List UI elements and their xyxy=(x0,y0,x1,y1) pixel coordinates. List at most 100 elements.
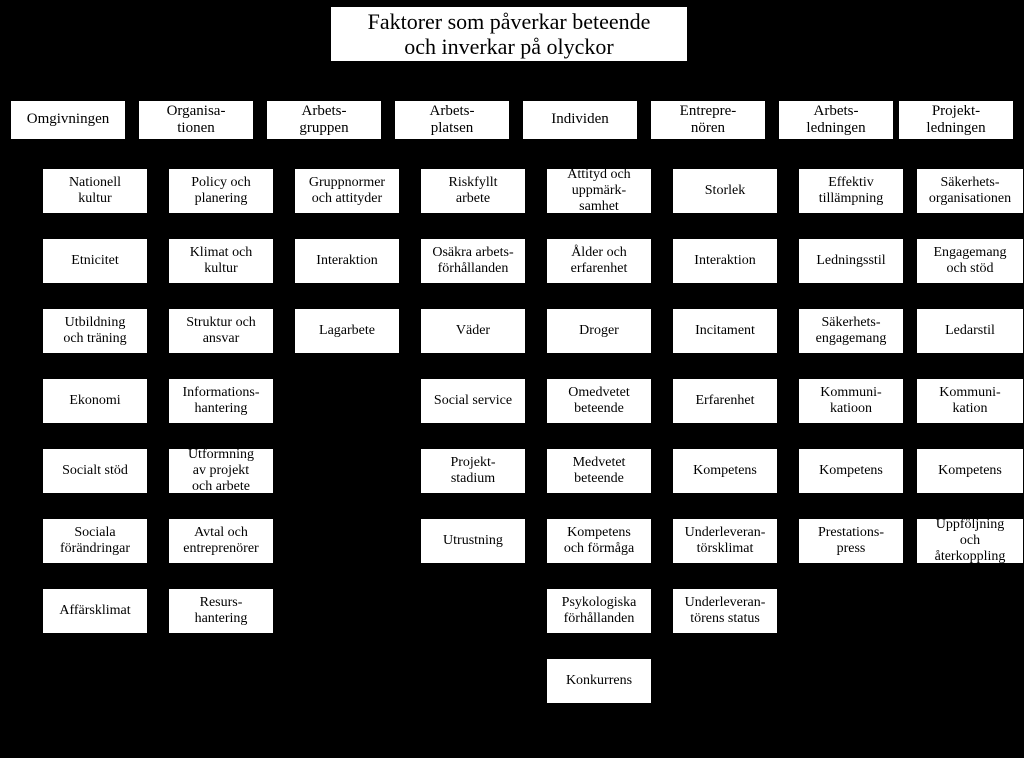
cell-entreprenoren-6: Underleveran-törens status xyxy=(672,588,778,634)
cell-projektledningen-2: Ledarstil xyxy=(916,308,1024,354)
cell-organisationen-2: Struktur ochansvar xyxy=(168,308,274,354)
column-header-arbetsgruppen: Arbets-gruppen xyxy=(266,100,382,140)
cell-omgivningen-6: Affärsklimat xyxy=(42,588,148,634)
cell-organisationen-6-label: Resurs-hantering xyxy=(195,595,248,627)
cell-omgivningen-2: Utbildningoch träning xyxy=(42,308,148,354)
cell-arbetsplatsen-4-label: Projekt-stadium xyxy=(450,455,495,487)
cell-entreprenoren-1-label: Interaktion xyxy=(694,253,755,269)
cell-arbetsplatsen-1: Osäkra arbets-förhållanden xyxy=(420,238,526,284)
cell-organisationen-6: Resurs-hantering xyxy=(168,588,274,634)
cell-arbetsledningen-5-label: Prestations-press xyxy=(818,525,884,557)
title-box: Faktorer som påverkar beteendeoch inverk… xyxy=(330,6,688,62)
cell-individen-4: Medvetetbeteende xyxy=(546,448,652,494)
cell-entreprenoren-6-label: Underleveran-törens status xyxy=(685,595,766,627)
cell-arbetsplatsen-3-label: Social service xyxy=(434,393,512,409)
cell-omgivningen-1-label: Etnicitet xyxy=(71,253,118,269)
cell-individen-2-label: Droger xyxy=(579,323,619,339)
cell-organisationen-3-label: Informations-hantering xyxy=(183,385,260,417)
cell-entreprenoren-0: Storlek xyxy=(672,168,778,214)
cell-arbetsgruppen-0-label: Gruppnormeroch attityder xyxy=(309,175,385,207)
cell-arbetsgruppen-2-label: Lagarbete xyxy=(319,323,375,339)
cell-entreprenoren-2-label: Incitament xyxy=(695,323,755,339)
title-box-label: Faktorer som påverkar beteendeoch inverk… xyxy=(368,9,651,60)
cell-arbetsplatsen-2-label: Väder xyxy=(456,323,490,339)
cell-arbetsledningen-1: Ledningsstil xyxy=(798,238,904,284)
cell-individen-0-label: Attityd ochuppmärk-samhet xyxy=(567,167,630,215)
cell-arbetsplatsen-5: Utrustning xyxy=(420,518,526,564)
cell-individen-7-label: Konkurrens xyxy=(566,673,632,689)
cell-arbetsledningen-3: Kommuni-katioon xyxy=(798,378,904,424)
cell-organisationen-5-label: Avtal ochentreprenörer xyxy=(183,525,258,557)
cell-projektledningen-4: Kompetens xyxy=(916,448,1024,494)
cell-individen-3-label: Omedvetetbeteende xyxy=(568,385,629,417)
cell-individen-5-label: Kompetensoch förmåga xyxy=(564,525,634,557)
cell-omgivningen-3-label: Ekonomi xyxy=(69,393,120,409)
cell-entreprenoren-4-label: Kompetens xyxy=(693,463,757,479)
cell-arbetsgruppen-1-label: Interaktion xyxy=(316,253,377,269)
diagram-canvas: Faktorer som påverkar beteendeoch inverk… xyxy=(0,0,1024,758)
column-header-entreprenoren-label: Entrepre-nören xyxy=(680,103,737,138)
cell-entreprenoren-5: Underleveran-törsklimat xyxy=(672,518,778,564)
column-header-organisationen: Organisa-tionen xyxy=(138,100,254,140)
cell-projektledningen-0: Säkerhets-organisationen xyxy=(916,168,1024,214)
cell-entreprenoren-3: Erfarenhet xyxy=(672,378,778,424)
cell-arbetsplatsen-0-label: Riskfylltarbete xyxy=(448,175,497,207)
column-header-organisationen-label: Organisa-tionen xyxy=(167,103,226,138)
cell-arbetsledningen-2-label: Säkerhets-engagemang xyxy=(816,315,887,347)
column-header-arbetsledningen: Arbets-ledningen xyxy=(778,100,894,140)
cell-omgivningen-2-label: Utbildningoch träning xyxy=(63,315,126,347)
cell-projektledningen-5-label: Uppföljningochåterkoppling xyxy=(935,517,1006,565)
cell-arbetsledningen-5: Prestations-press xyxy=(798,518,904,564)
column-header-arbetsplatsen: Arbets-platsen xyxy=(394,100,510,140)
cell-individen-2: Droger xyxy=(546,308,652,354)
cell-omgivningen-6-label: Affärsklimat xyxy=(59,603,130,619)
column-header-omgivningen: Omgivningen xyxy=(10,100,126,140)
column-header-omgivningen-label: Omgivningen xyxy=(27,111,110,128)
column-header-individen-label: Individen xyxy=(551,111,609,128)
cell-entreprenoren-0-label: Storlek xyxy=(705,183,745,199)
cell-projektledningen-1-label: Engagemangoch stöd xyxy=(933,245,1006,277)
cell-organisationen-4-label: Utformningav projektoch arbete xyxy=(188,447,254,495)
cell-omgivningen-5: Socialaförändringar xyxy=(42,518,148,564)
cell-projektledningen-2-label: Ledarstil xyxy=(945,323,995,339)
cell-omgivningen-0: Nationellkultur xyxy=(42,168,148,214)
cell-projektledningen-1: Engagemangoch stöd xyxy=(916,238,1024,284)
column-header-individen: Individen xyxy=(522,100,638,140)
column-header-projektledningen-label: Projekt-ledningen xyxy=(926,103,985,138)
cell-entreprenoren-1: Interaktion xyxy=(672,238,778,284)
cell-individen-3: Omedvetetbeteende xyxy=(546,378,652,424)
cell-individen-1-label: Ålder ocherfarenhet xyxy=(571,245,628,277)
cell-arbetsplatsen-0: Riskfylltarbete xyxy=(420,168,526,214)
cell-organisationen-3: Informations-hantering xyxy=(168,378,274,424)
column-header-arbetsledningen-label: Arbets-ledningen xyxy=(806,103,865,138)
cell-arbetsledningen-2: Säkerhets-engagemang xyxy=(798,308,904,354)
cell-organisationen-5: Avtal ochentreprenörer xyxy=(168,518,274,564)
cell-organisationen-0: Policy ochplanering xyxy=(168,168,274,214)
cell-individen-5: Kompetensoch förmåga xyxy=(546,518,652,564)
cell-omgivningen-5-label: Socialaförändringar xyxy=(60,525,130,557)
cell-arbetsplatsen-5-label: Utrustning xyxy=(443,533,503,549)
cell-omgivningen-4-label: Socialt stöd xyxy=(62,463,128,479)
cell-arbetsledningen-4: Kompetens xyxy=(798,448,904,494)
column-header-entreprenoren: Entrepre-nören xyxy=(650,100,766,140)
cell-projektledningen-3-label: Kommuni-kation xyxy=(939,385,1000,417)
cell-entreprenoren-4: Kompetens xyxy=(672,448,778,494)
cell-projektledningen-3: Kommuni-kation xyxy=(916,378,1024,424)
cell-omgivningen-4: Socialt stöd xyxy=(42,448,148,494)
cell-individen-6-label: Psykologiskaförhållanden xyxy=(562,595,637,627)
cell-arbetsplatsen-3: Social service xyxy=(420,378,526,424)
cell-individen-7: Konkurrens xyxy=(546,658,652,704)
cell-individen-0: Attityd ochuppmärk-samhet xyxy=(546,168,652,214)
cell-arbetsgruppen-0: Gruppnormeroch attityder xyxy=(294,168,400,214)
cell-omgivningen-1: Etnicitet xyxy=(42,238,148,284)
column-header-projektledningen: Projekt-ledningen xyxy=(898,100,1014,140)
cell-arbetsledningen-3-label: Kommuni-katioon xyxy=(820,385,881,417)
cell-projektledningen-4-label: Kompetens xyxy=(938,463,1002,479)
cell-entreprenoren-3-label: Erfarenhet xyxy=(695,393,754,409)
cell-organisationen-1-label: Klimat ochkultur xyxy=(190,245,253,277)
cell-projektledningen-5: Uppföljningochåterkoppling xyxy=(916,518,1024,564)
cell-arbetsledningen-0: Effektivtillämpning xyxy=(798,168,904,214)
cell-omgivningen-0-label: Nationellkultur xyxy=(69,175,121,207)
cell-arbetsledningen-0-label: Effektivtillämpning xyxy=(819,175,884,207)
cell-arbetsgruppen-2: Lagarbete xyxy=(294,308,400,354)
